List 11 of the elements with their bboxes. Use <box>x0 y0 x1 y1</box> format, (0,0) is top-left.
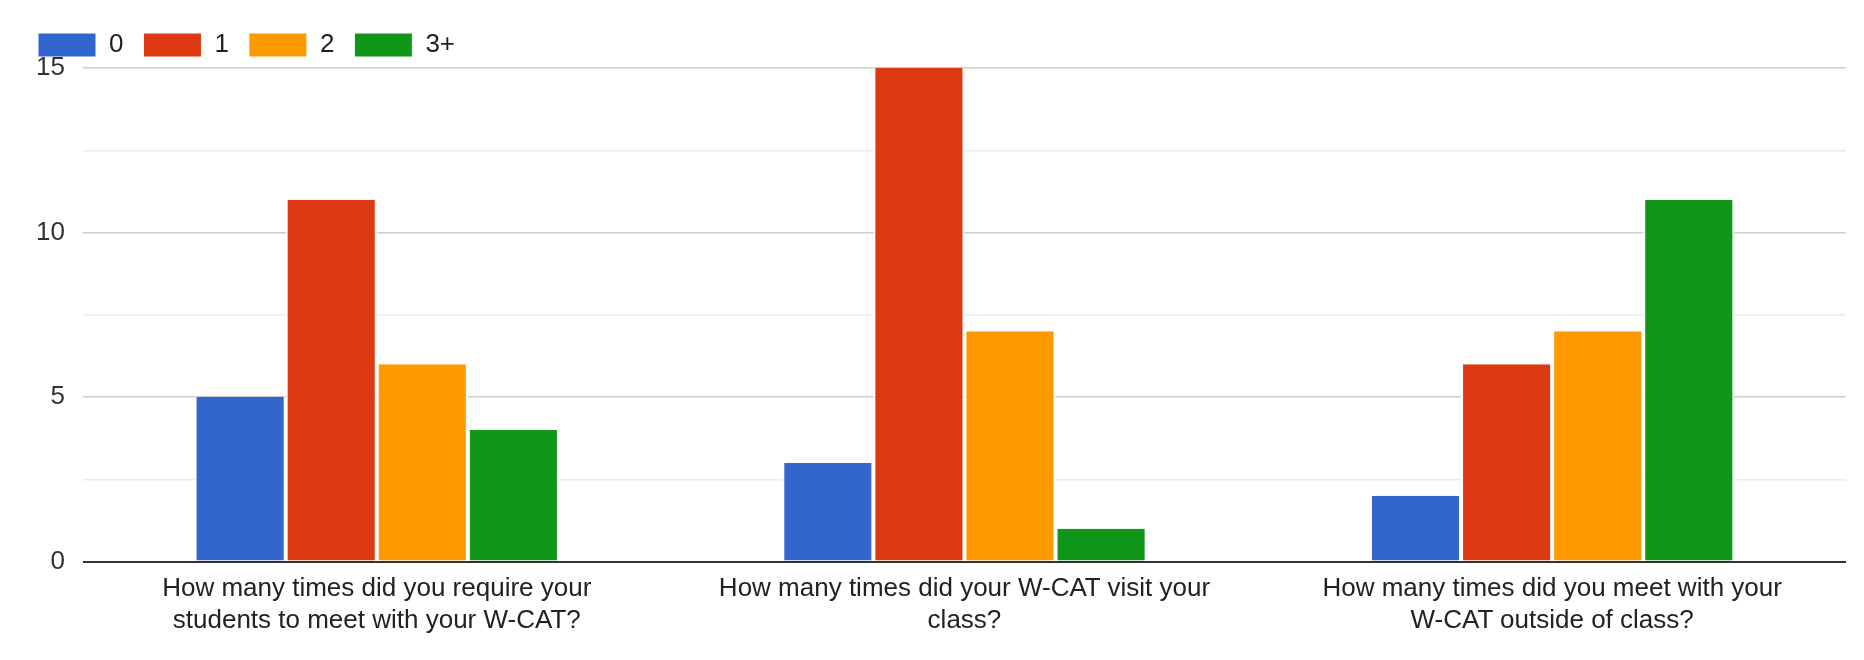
legend-label: 0 <box>109 28 124 59</box>
legend-label: 1 <box>214 28 229 59</box>
y-tick-label: 5 <box>50 380 65 411</box>
y-tick-label: 10 <box>36 215 65 246</box>
x-tick-label: How many times did your W-CAT visit your class? <box>718 572 1211 634</box>
x-tick-label: How many times did you require your students to meet with your W-CAT? <box>162 572 592 634</box>
y-tick-label: 0 <box>50 544 65 575</box>
x-tick-label: How many times did you meet with your W-CAT outside of class? <box>1322 572 1783 634</box>
legend-label: 2 <box>319 28 335 59</box>
legend-label: 3+ <box>425 28 456 59</box>
y-tick-label: 15 <box>36 51 65 82</box>
